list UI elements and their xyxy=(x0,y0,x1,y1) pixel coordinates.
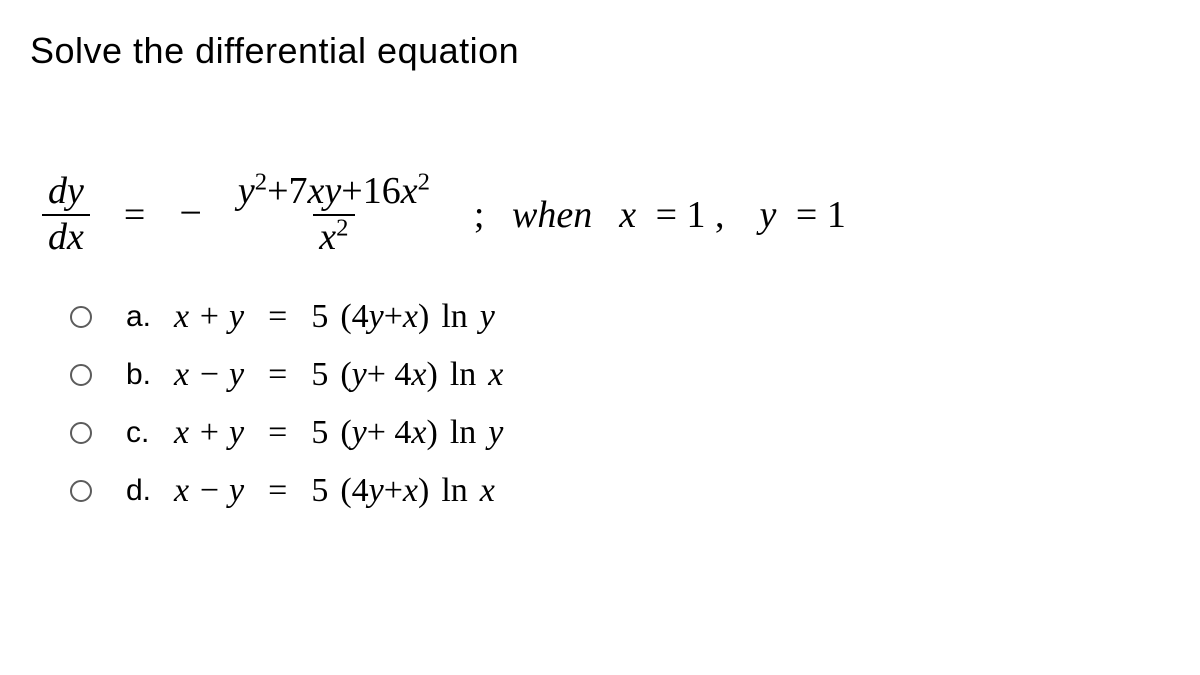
opt-lnarg: y xyxy=(488,414,503,452)
option-letter: b. xyxy=(126,358,174,392)
opt-t1: y xyxy=(352,414,367,452)
radio-icon[interactable] xyxy=(70,364,92,386)
negative-sign: − xyxy=(179,189,202,236)
opt-coef: 5 xyxy=(311,414,328,452)
rhs-plus7: +7 xyxy=(267,170,307,212)
opt-eq: = xyxy=(268,298,287,336)
exp-2a: 2 xyxy=(255,168,267,195)
question-page: Solve the differential equation dy dx = … xyxy=(0,0,1200,510)
opt-t1: y xyxy=(352,356,367,394)
radio-icon[interactable] xyxy=(70,422,92,444)
when-word: when xyxy=(512,194,592,236)
opt-lhs: x − y xyxy=(174,356,244,394)
semicolon: ; xyxy=(474,194,485,236)
opt-lhs: x − y xyxy=(174,472,244,510)
opt-ln: ln xyxy=(441,472,467,510)
opt-coef: 5 xyxy=(311,356,328,394)
exp-2b: 2 xyxy=(418,168,430,195)
opt-t2: x xyxy=(403,472,418,510)
opt-lnarg: x xyxy=(480,472,495,510)
option-expression: x + y=5(4y + x)lny xyxy=(174,298,495,336)
option-b[interactable]: b. x − y=5(y + 4x)lnx xyxy=(70,356,1170,394)
opt-coef: 5 xyxy=(311,298,328,336)
option-expression: x + y=5(y + 4x)lny xyxy=(174,414,503,452)
rhs-denominator: x2 xyxy=(313,214,354,258)
opt-eq: = xyxy=(268,414,287,452)
opt-lnarg: x xyxy=(488,356,503,394)
rhs-numerator: y2+7xy+16x2 xyxy=(232,172,436,214)
opt-eq: = xyxy=(268,356,287,394)
opt-t2: x xyxy=(411,414,426,452)
opt-close: ) xyxy=(418,472,429,510)
opt-plus: + 4 xyxy=(367,356,412,394)
opt-open: (4 xyxy=(340,298,368,336)
opt-plus: + xyxy=(384,472,403,510)
differential-equation: dy dx = − y2+7xy+16x2 x2 ; when x = 1 , … xyxy=(42,172,1170,258)
option-expression: x − y=5(y + 4x)lnx xyxy=(174,356,503,394)
opt-ln: ln xyxy=(450,414,476,452)
option-letter: a. xyxy=(126,300,174,334)
initial-condition: ; when x = 1 , y = 1 xyxy=(456,193,846,237)
cond-x-val: = 1 , xyxy=(656,194,725,236)
opt-t2: x xyxy=(403,298,418,336)
option-a[interactable]: a. x + y=5(4y + x)lny xyxy=(70,298,1170,336)
option-letter: c. xyxy=(126,416,174,450)
exp-2c: 2 xyxy=(336,214,348,241)
option-expression: x − y = 5 (4y + x) lnx xyxy=(174,472,495,510)
radio-icon[interactable] xyxy=(70,306,92,328)
opt-coef: 5 xyxy=(311,472,328,510)
question-prompt: Solve the differential equation xyxy=(30,30,1170,72)
lhs-numerator: dy xyxy=(42,172,90,214)
rhs-x: x xyxy=(401,170,418,212)
rhs-plus16: +16 xyxy=(341,170,400,212)
radio-icon[interactable] xyxy=(70,480,92,502)
opt-ln: ln xyxy=(450,356,476,394)
opt-close: ) xyxy=(427,356,438,394)
option-c[interactable]: c. x + y=5(y + 4x)lny xyxy=(70,414,1170,452)
opt-open: ( xyxy=(340,356,351,394)
opt-lhs: x + y xyxy=(174,298,244,336)
option-letter: d. xyxy=(126,474,174,508)
opt-eq: = xyxy=(268,472,287,510)
lhs-denominator: dx xyxy=(42,214,90,258)
answer-options: a. x + y=5(4y + x)lny b. x − y=5(y + 4x)… xyxy=(70,298,1170,510)
rhs-den-x: x xyxy=(319,216,336,258)
opt-plus: + 4 xyxy=(367,414,412,452)
opt-t2: x xyxy=(411,356,426,394)
opt-close: ) xyxy=(418,298,429,336)
opt-open: (4 xyxy=(340,472,368,510)
opt-t1: y xyxy=(369,298,384,336)
opt-ln: ln xyxy=(441,298,467,336)
opt-plus: + xyxy=(384,298,403,336)
cond-y: y xyxy=(760,194,777,236)
rhs-y: y xyxy=(238,170,255,212)
equals-sign: = xyxy=(124,193,145,237)
rhs-fraction: y2+7xy+16x2 x2 xyxy=(232,172,436,258)
opt-open: ( xyxy=(340,414,351,452)
lhs-fraction: dy dx xyxy=(42,172,90,258)
opt-t1: y xyxy=(369,472,384,510)
opt-close: ) xyxy=(427,414,438,452)
option-d[interactable]: d. x − y = 5 (4y + x) lnx xyxy=(70,472,1170,510)
opt-lhs: x + y xyxy=(174,414,244,452)
cond-x: x xyxy=(619,194,636,236)
opt-lnarg: y xyxy=(480,298,495,336)
cond-y-val: = 1 xyxy=(796,194,846,236)
rhs-xy: xy xyxy=(308,170,342,212)
